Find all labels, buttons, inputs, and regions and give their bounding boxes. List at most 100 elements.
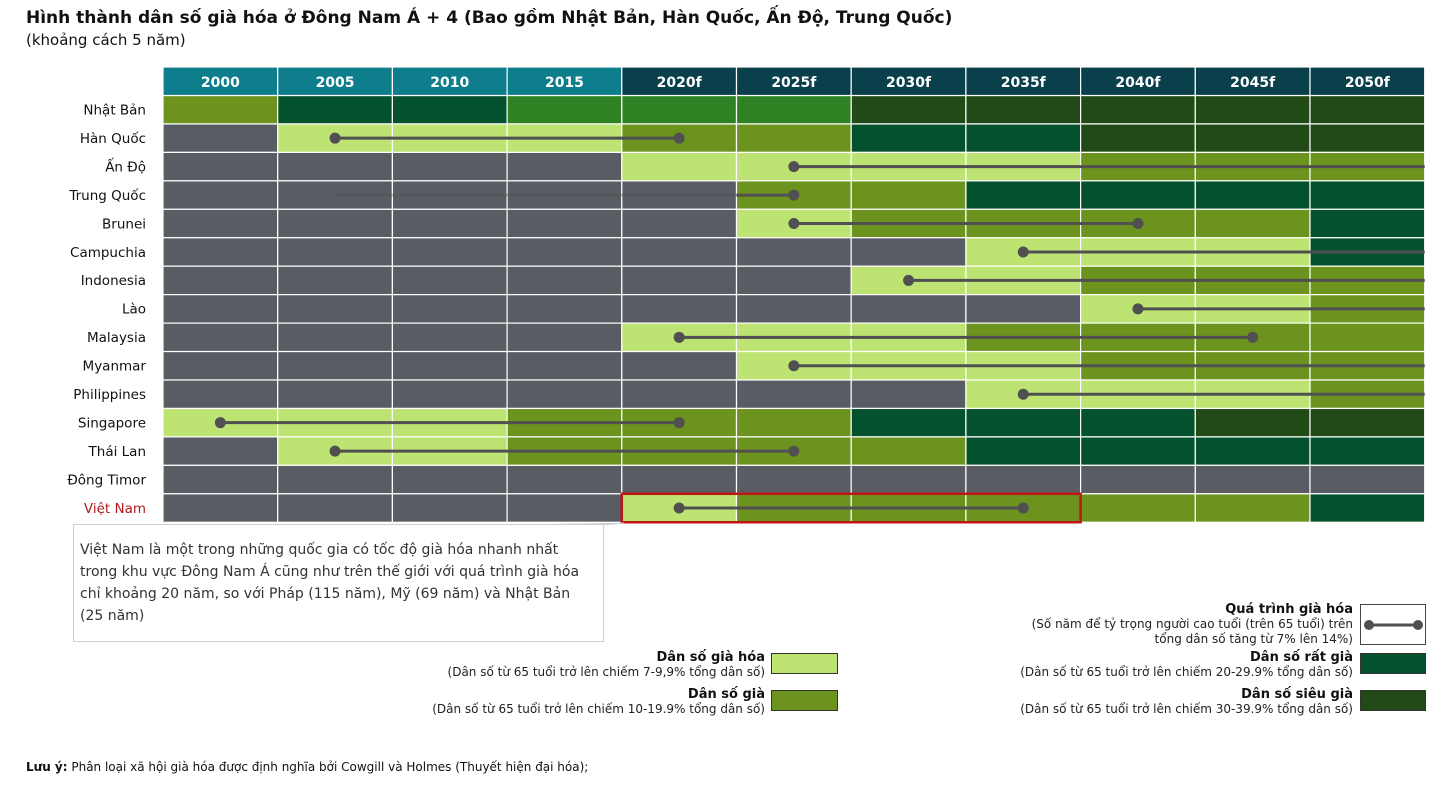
- process-end-11: [673, 417, 685, 429]
- cell-10-2025f: [735, 379, 852, 410]
- legend-aged: Dân số già (Dân số từ 65 tuổi trở lên ch…: [432, 687, 765, 717]
- cell-14-2045f: [1194, 493, 1311, 523]
- cell-7-2010: [391, 294, 508, 324]
- vietnam-callout: Việt Nam là một trong những quốc gia có …: [73, 524, 604, 642]
- cell-4-2005: [277, 208, 394, 239]
- legend-process-desc-1: (Số năm để tỷ trọng người cao tuổi (trên…: [1031, 617, 1353, 631]
- cell-6-2000: [162, 265, 279, 296]
- cell-1-2040f: [1079, 123, 1196, 153]
- cell-7-2005: [277, 294, 394, 324]
- cell-8-2050f: [1309, 322, 1426, 353]
- cell-0-2010: [391, 94, 508, 125]
- cell-13-2015: [506, 464, 623, 495]
- cell-13-2045f: [1194, 464, 1311, 495]
- cell-13-2040f: [1079, 464, 1196, 495]
- vietnam-highlight-box: [620, 492, 1082, 524]
- cell-3-2050f: [1309, 180, 1426, 210]
- cell-13-2035f: [965, 464, 1082, 495]
- process-start-12: [329, 445, 341, 457]
- cell-3-2020f: [621, 180, 738, 210]
- cell-3-2030f: [850, 180, 967, 210]
- cell-7-2035f: [965, 294, 1082, 324]
- cell-12-2030f: [850, 436, 967, 466]
- cell-10-2005: [277, 379, 394, 410]
- cell-5-2020f: [621, 237, 738, 267]
- header-cell-2020f: [621, 66, 738, 97]
- cell-10-2030f: [850, 379, 967, 410]
- header-label-2035f: 2035f: [1001, 75, 1047, 91]
- cell-4-2045f: [1194, 208, 1311, 239]
- cell-2-2010: [391, 151, 508, 182]
- cell-0-2050f: [1309, 94, 1426, 125]
- cell-3-2000: [162, 180, 279, 210]
- cell-8-2005: [277, 322, 394, 353]
- cell-13-2025f: [735, 464, 852, 495]
- cell-5-2030f: [850, 237, 967, 267]
- cell-4-2020f: [621, 208, 738, 239]
- header-label-2030f: 2030f: [886, 75, 932, 91]
- cell-0-2035f: [965, 94, 1082, 125]
- header-cell-2025f: [735, 66, 852, 97]
- header-label-2015: 2015: [545, 75, 584, 91]
- process-end-12: [788, 445, 800, 457]
- legend-aging-title: Dân số già hóa: [656, 650, 765, 665]
- cell-3-2035f: [965, 180, 1082, 210]
- cell-4-2015: [506, 208, 623, 239]
- legend-aging-swatch: [771, 653, 838, 674]
- cell-0-2045f: [1194, 94, 1311, 125]
- cell-10-2000: [162, 379, 279, 410]
- cell-14-2050f: [1309, 493, 1426, 523]
- cell-5-2015: [506, 237, 623, 267]
- cell-14-2005: [277, 493, 394, 523]
- legend-aging: Dân số già hóa (Dân số từ 65 tuổi trở lê…: [448, 650, 765, 680]
- cell-7-2025f: [735, 294, 852, 324]
- process-start-6: [903, 274, 915, 286]
- legend-super-aged-title: Dân số siêu già: [1241, 687, 1353, 702]
- legend-super-aged: Dân số siêu già (Dân số từ 65 tuổi trở l…: [1020, 687, 1353, 717]
- cell-8-2000: [162, 322, 279, 353]
- header-cell-2040f: [1079, 66, 1196, 97]
- legend-aged-title: Dân số già: [687, 687, 765, 702]
- cell-9-2000: [162, 350, 279, 381]
- cell-5-2000: [162, 237, 279, 267]
- cell-11-2045f: [1194, 407, 1311, 438]
- cell-7-2000: [162, 294, 279, 324]
- row-label-0: Nhật Bản: [83, 103, 146, 119]
- legend-aged-swatch: [771, 690, 838, 711]
- row-label-3: Trung Quốc: [68, 187, 146, 204]
- cell-14-2015: [506, 493, 623, 523]
- row-label-9: Myanmar: [83, 359, 147, 375]
- header-label-2050f: 2050f: [1345, 75, 1391, 91]
- cell-3-2040f: [1079, 180, 1196, 210]
- cell-7-2030f: [850, 294, 967, 324]
- cell-5-2010: [391, 237, 508, 267]
- cell-1-2000: [162, 123, 279, 153]
- legend-very-aged-desc: (Dân số từ 65 tuổi trở lên chiếm 20-29.9…: [1020, 665, 1353, 679]
- cell-10-2020f: [621, 379, 738, 410]
- header-label-2025f: 2025f: [771, 75, 817, 91]
- header-label-2010: 2010: [430, 75, 469, 91]
- cell-6-2020f: [621, 265, 738, 296]
- cell-6-2005: [277, 265, 394, 296]
- legend-very-aged-swatch: [1360, 653, 1426, 674]
- legend-aging-desc: (Dân số từ 65 tuổi trở lên chiếm 7-9,9% …: [447, 665, 765, 679]
- process-end-3: [788, 189, 800, 201]
- legend-process: Quá trình già hóa (Số năm để tỷ trọng ng…: [1032, 602, 1353, 647]
- chart-title: Hình thành dân số già hóa ở Đông Nam Á +…: [26, 8, 953, 28]
- cell-0-2000: [162, 94, 279, 125]
- process-start-9: [788, 360, 800, 372]
- cell-7-2020f: [621, 294, 738, 324]
- header-label-2040f: 2040f: [1115, 75, 1161, 91]
- cell-2-2000: [162, 151, 279, 182]
- cell-0-2030f: [850, 94, 967, 125]
- row-label-2: Ấn Độ: [105, 156, 146, 175]
- chart-subtitle: (khoảng cách 5 năm): [26, 31, 186, 49]
- header-cell-2045f: [1194, 66, 1311, 97]
- cell-1-2030f: [850, 123, 967, 153]
- cell-0-2025f: [735, 94, 852, 125]
- cell-10-2015: [506, 379, 623, 410]
- cell-2-2020f: [621, 151, 738, 182]
- cell-14-2000: [162, 493, 279, 523]
- cell-12-2035f: [965, 436, 1082, 466]
- process-start-1: [329, 132, 341, 144]
